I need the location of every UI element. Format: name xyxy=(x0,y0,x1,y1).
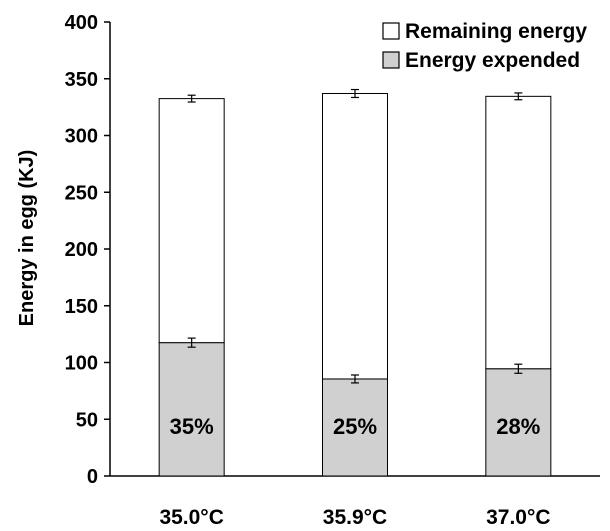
bar-percentage-label: 28% xyxy=(496,414,540,439)
x-category-label: 37.0°C xyxy=(486,506,550,529)
y-tick-label: 250 xyxy=(65,182,98,204)
bar-percentage-label: 35% xyxy=(170,414,214,439)
x-category-label: 35.9°C xyxy=(323,506,387,529)
bar-percentage-label: 25% xyxy=(333,414,377,439)
y-tick-label: 0 xyxy=(87,466,98,488)
bar-energy-expended xyxy=(485,368,552,477)
y-tick-label: 200 xyxy=(65,239,98,261)
y-tick-label: 350 xyxy=(65,69,98,91)
bar-remaining-energy xyxy=(485,95,552,370)
bar-remaining-energy xyxy=(158,98,225,344)
y-tick-label: 50 xyxy=(76,409,98,431)
bar-energy-expended xyxy=(322,378,388,477)
y-axis-title-group: Energy in egg (KJ) xyxy=(16,150,38,327)
bar-energy-expended xyxy=(158,342,225,477)
y-tick-label: 400 xyxy=(65,12,98,34)
x-category-label: 35.0°C xyxy=(159,506,223,529)
legend-swatch-expended xyxy=(382,51,400,69)
y-tick-label: 100 xyxy=(65,353,98,375)
legend-label-remaining: Remaining energy xyxy=(405,20,587,43)
bar-remaining-energy xyxy=(322,93,388,380)
legend-swatch-remaining xyxy=(382,22,400,40)
y-tick-label: 150 xyxy=(65,296,98,318)
y-tick-label: 300 xyxy=(65,126,98,148)
legend-label-expended: Energy expended xyxy=(405,49,580,72)
y-axis-title: Energy in egg (KJ) xyxy=(16,150,38,327)
legend: Remaining energy Energy expended xyxy=(382,20,587,72)
plot-area: 0 50 100 150 200 250 300 350 400 35% 35.0°C 25% 35.9… xyxy=(65,12,600,529)
